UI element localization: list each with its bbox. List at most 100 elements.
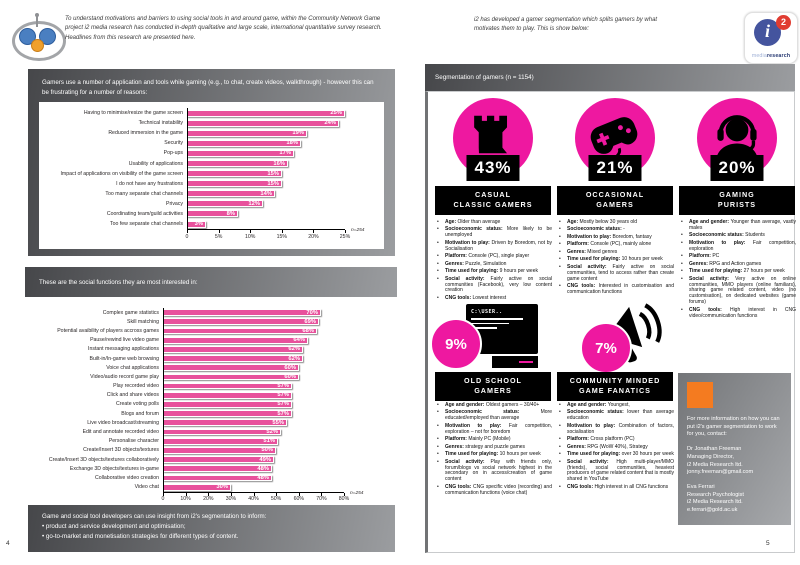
contact-block: Eva Ferrari Research Psychologist i2 Med…	[687, 484, 744, 514]
x-tick-mark	[281, 230, 283, 234]
bar-value: 69%	[304, 318, 316, 325]
segment-bullet: Age and gender: Youngest,	[558, 402, 674, 409]
bar-value: 8%	[226, 210, 235, 217]
bar: 62%	[163, 355, 303, 362]
bar-row: Blogs and forum 57%	[30, 409, 392, 418]
bar-label: Edit and annotate recorded video	[82, 429, 159, 436]
bar-row: Usability of applications 16%	[39, 158, 384, 168]
bar-value: 24%	[324, 120, 336, 127]
cng-logo-circle-bottom	[31, 39, 44, 52]
bar-value: 14%	[260, 190, 272, 197]
bar-value: 12%	[248, 200, 260, 207]
bar-row: Coordinating team/guild activities 8%	[39, 209, 384, 219]
x-tick-label: 0	[161, 496, 165, 503]
bar: 50%	[163, 447, 276, 454]
bar-value: 52%	[266, 429, 278, 436]
frustrations-heading: Gamers use a number of application and t…	[42, 79, 374, 96]
bar-label: Live video broadcast/streaming	[87, 419, 159, 426]
y-axis-line	[187, 108, 188, 230]
page-number-right: 5	[766, 540, 770, 547]
bar-value: 16%	[273, 160, 285, 167]
x-tick-mark	[313, 230, 315, 234]
bar-label: Create/Insert 3D objects/textures collab…	[48, 456, 159, 463]
segment-bullet: Platform: Mainly PC (Mobile)	[436, 436, 552, 443]
bar-label: Usability of applications	[128, 160, 183, 167]
segment-bullet: Motivation to play: Driven by Boredom, n…	[436, 240, 552, 253]
segment-percent: 20%	[710, 155, 764, 181]
sample-size-note: n=254	[351, 228, 365, 234]
x-tick-label: 20%	[203, 496, 214, 503]
bar-label: Security	[164, 140, 183, 147]
developers-insight-panel: Game and social tool developers can use …	[28, 505, 395, 552]
bar-label: Voice chat applications	[106, 364, 159, 371]
segment-bullet: Genres: RPG (WoW 40%), Strategy	[558, 444, 674, 451]
segment-bullets: Age: Mostly below 30 years oldSocioecono…	[558, 219, 674, 298]
x-tick-label: 80%	[338, 496, 350, 503]
intro-text-left: To understand motivations and barriers t…	[65, 16, 382, 41]
bar-label: Exchange 3D objects/textures in-game	[69, 465, 159, 472]
segmentation-heading: Segmentation of gamers (n = 1154)	[425, 64, 795, 91]
y-axis-line	[163, 308, 164, 492]
segment-bullet: Platform: Console (PC), single player	[436, 253, 552, 260]
developers-insight-item: go-to-market and monetisation strategies…	[42, 532, 381, 542]
segment-bullet: Social activity: Fairly active on social…	[436, 276, 552, 295]
x-tick-mark	[250, 230, 252, 234]
computer-base	[492, 356, 538, 368]
bar: 48%	[163, 474, 272, 482]
bar-row: Too many separate chat channels 14%	[39, 189, 384, 199]
x-tick-label: 50%	[270, 496, 282, 503]
x-tick-label: 40%	[248, 496, 259, 503]
bar-label: Personalise character	[108, 438, 159, 445]
bar-row: Potential avaibility of players accross …	[30, 326, 392, 335]
bar-label: Pop-ups	[163, 150, 183, 157]
bar-value: 57%	[277, 410, 289, 417]
social-functions-heading: These are the social functions they are …	[25, 267, 397, 297]
frustrations-chart-panel: Having to minimise/resize the game scree…	[39, 102, 384, 249]
segment-name: GAMING PURISTS	[679, 186, 795, 215]
bar-row: Security 18%	[39, 138, 384, 148]
bar: 19%	[187, 129, 307, 137]
bar-label: I do not have any frustrations	[116, 180, 183, 187]
segment-bullet: Socioeconomic status: Students	[680, 232, 796, 239]
bar-label: Privacy	[165, 200, 183, 207]
cng-logo-antenna	[36, 15, 38, 27]
bar: 18%	[187, 139, 301, 147]
bar-row: Instant messaging applications 62%	[30, 345, 392, 354]
bar-label: Too many separate chat channels	[105, 190, 183, 197]
bar: 17%	[187, 149, 294, 157]
segment-bullet: Genres: RPG and Action games	[680, 261, 796, 268]
segment-bullet: Platform: Cross platform (PC)	[558, 436, 674, 443]
bar-value: 15%	[267, 180, 279, 187]
bar-row: Voice chat applications 60%	[30, 363, 392, 372]
frustrations-chart: Having to minimise/resize the game scree…	[39, 108, 384, 242]
bar-row: Skill matching 69%	[30, 317, 392, 326]
segment-bullets: Age: Older than averageSocioeconomic sta…	[436, 219, 552, 303]
bar-label: Blogs and forum	[121, 410, 159, 417]
bar-value: 60%	[284, 364, 296, 371]
segment-percent: 9%	[430, 318, 482, 370]
segment-bullet: Age: Mostly below 30 years old	[558, 219, 674, 226]
segment-bullets: Age and gender: Youngest,Socioeconomic s…	[558, 402, 674, 492]
bar-value: 18%	[286, 140, 298, 147]
bar-row: Video chat 30%	[30, 483, 392, 492]
x-tick-mark	[344, 492, 345, 496]
bar-row: Collaborative video creation 48%	[30, 473, 392, 482]
segment-old-school-gamers: C:\USER.. 9%OLD SCHOOLGAMERSAge and gende…	[430, 304, 552, 550]
segment-bullet: Time used for playing: 9 hours per week	[436, 268, 552, 275]
segment-bullet: Platform: Console (PC), mainly alone	[558, 242, 674, 249]
bar-label: Collaborative video creation	[94, 474, 159, 481]
bar: 12%	[187, 200, 263, 208]
x-axis: 0 5% 10% 15% 20% 25% n=254	[186, 228, 365, 242]
frustrations-panel: Gamers use a number of application and t…	[28, 69, 395, 256]
cng-project-logo	[10, 13, 66, 61]
bar-row: Create voting polls 57%	[30, 400, 392, 409]
x-tick-label: 0	[185, 233, 189, 240]
bar-row: Video/audio record game play 60%	[30, 372, 392, 381]
bar-value: 62%	[288, 346, 300, 353]
x-tick-label: 5%	[214, 233, 223, 240]
sample-size-note: n=254	[350, 490, 364, 496]
bar-label: Click and share videos	[106, 392, 159, 399]
bar-value: 50%	[261, 447, 273, 454]
x-tick-mark	[230, 492, 232, 496]
